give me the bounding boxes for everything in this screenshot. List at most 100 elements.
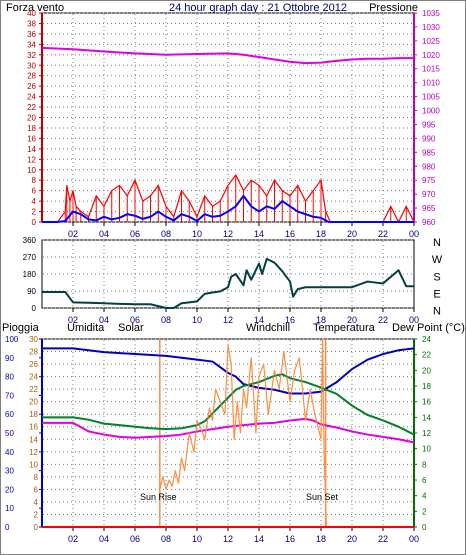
wind-tick-label: 12 <box>27 155 36 164</box>
x-tick-label: 02 <box>68 534 78 544</box>
wind-tick-label: 14 <box>27 145 36 154</box>
temperature-tick-label: 12 <box>422 429 431 438</box>
x-tick-label: 16 <box>285 534 295 544</box>
temperature-tick-label: 16 <box>422 398 431 407</box>
x-tick-label: 12 <box>223 534 233 544</box>
solar-tick-label: 22 <box>29 385 38 394</box>
compass-label: E <box>433 288 440 300</box>
humidity-tick-label: 100 <box>5 335 19 344</box>
temperature-tick-label: 24 <box>422 335 431 344</box>
x-tick-label: 18 <box>316 534 326 544</box>
solar-tick-label: 10 <box>29 460 38 469</box>
x-tick-label: 04 <box>99 534 109 544</box>
pressure-tick-label: 1015 <box>422 65 440 74</box>
x-tick-label: 02 <box>68 229 78 239</box>
x-tick-label: 22 <box>378 229 388 239</box>
pressure-tick-label: 970 <box>422 190 436 199</box>
x-tick-label: 20 <box>347 229 357 239</box>
x-tick-label: 02 <box>68 315 78 325</box>
wind-tick-label: 18 <box>27 124 36 133</box>
temperature-tick-label: 20 <box>422 366 431 375</box>
x-tick-label: 08 <box>161 229 171 239</box>
humidity-tick-label: 60 <box>5 410 14 419</box>
x-tick-label: 22 <box>378 315 388 325</box>
humidity-series <box>42 347 415 395</box>
solar-tick-label: 14 <box>29 435 38 444</box>
compass-label: S <box>433 271 440 283</box>
x-tick-label: 06 <box>130 534 140 544</box>
humidity-tick-label: 40 <box>5 448 14 457</box>
wind-tick-label: 24 <box>27 93 36 102</box>
temperature-tick-label: 4 <box>422 492 427 501</box>
humidity-tick-label: 30 <box>5 467 14 476</box>
chart-title: 24 hour graph day : 21 Ottobre 2012 <box>169 2 347 14</box>
x-tick-label: 00 <box>409 534 419 544</box>
solar-tick-label: 28 <box>29 348 38 357</box>
direction-tick-label: 360 <box>23 236 37 245</box>
windchill-label: Windchill <box>246 322 290 334</box>
temperature-tick-label: 22 <box>422 351 431 360</box>
pressure-tick-label: 1005 <box>422 93 440 102</box>
dewpoint-label: Dew Point (°C) <box>392 322 465 334</box>
sunset-annotation: Sun Set <box>306 492 339 502</box>
pressure-tick-label: 1000 <box>422 107 440 116</box>
wind-tick-label: 10 <box>27 166 36 175</box>
wind-avg-series <box>42 194 414 223</box>
temperature-tick-label: 6 <box>422 476 427 485</box>
pressure-tick-label: 1030 <box>422 23 440 32</box>
pressure-tick-label: 1035 <box>422 9 440 18</box>
solar-tick-label: 12 <box>29 448 38 457</box>
sunrise-annotation: Sun Rise <box>140 492 177 502</box>
temperature-tick-label: 0 <box>422 523 427 532</box>
x-tick-label: 16 <box>285 229 295 239</box>
x-tick-label: 14 <box>254 315 264 325</box>
wind-tick-label: 28 <box>27 72 36 81</box>
temperature-tick-label: 2 <box>422 507 427 516</box>
x-tick-label: 06 <box>130 229 140 239</box>
pressure-tick-label: 1020 <box>422 51 440 60</box>
solar-tick-label: 16 <box>29 423 38 432</box>
pressure-tick-label: 995 <box>422 120 436 129</box>
x-tick-label: 00 <box>409 229 419 239</box>
x-tick-label: 04 <box>99 315 109 325</box>
pressure-tick-label: 1010 <box>422 79 440 88</box>
wind-tick-label: 40 <box>27 9 36 18</box>
pressure-tick-label: 965 <box>422 204 436 213</box>
wind-tick-label: 0 <box>32 218 37 227</box>
wind-tick-label: 2 <box>32 208 37 217</box>
wind-axis-title: Forza vento <box>6 2 64 14</box>
humidity-tick-label: 70 <box>5 391 14 400</box>
wind-tick-label: 36 <box>27 30 36 39</box>
wind-tick-label: 20 <box>27 114 36 123</box>
direction-tick-label: 180 <box>23 270 37 279</box>
temperature-tick-label: 14 <box>422 413 431 422</box>
wind-tick-label: 22 <box>27 103 36 112</box>
x-tick-label: 16 <box>285 315 295 325</box>
pressure-tick-label: 990 <box>422 134 436 143</box>
wind-tick-label: 8 <box>32 176 37 185</box>
pressure-series <box>41 46 414 65</box>
solar-series <box>159 338 328 528</box>
pressure-tick-label: 1025 <box>422 37 440 46</box>
x-tick-label: 12 <box>223 229 233 239</box>
wind-tick-label: 34 <box>27 40 36 49</box>
solar-tick-label: 2 <box>34 510 39 519</box>
wind-tick-label: 26 <box>27 82 36 91</box>
x-tick-label: 12 <box>223 315 233 325</box>
series-layer <box>41 46 415 528</box>
humidity-tick-label: 20 <box>5 485 14 494</box>
x-tick-label: 18 <box>316 229 326 239</box>
compass-label: N <box>433 306 441 318</box>
x-tick-label: 08 <box>161 534 171 544</box>
x-tick-label: 22 <box>378 534 388 544</box>
solar-tick-label: 30 <box>29 335 38 344</box>
rain-label: Pioggia <box>2 322 40 334</box>
solar-tick-label: 4 <box>34 498 39 507</box>
pressure-tick-label: 985 <box>422 148 436 157</box>
windchill-series <box>42 373 415 435</box>
solar-tick-label: 6 <box>34 485 39 494</box>
wind-tick-label: 4 <box>32 197 37 206</box>
solar-tick-label: 24 <box>29 373 38 382</box>
